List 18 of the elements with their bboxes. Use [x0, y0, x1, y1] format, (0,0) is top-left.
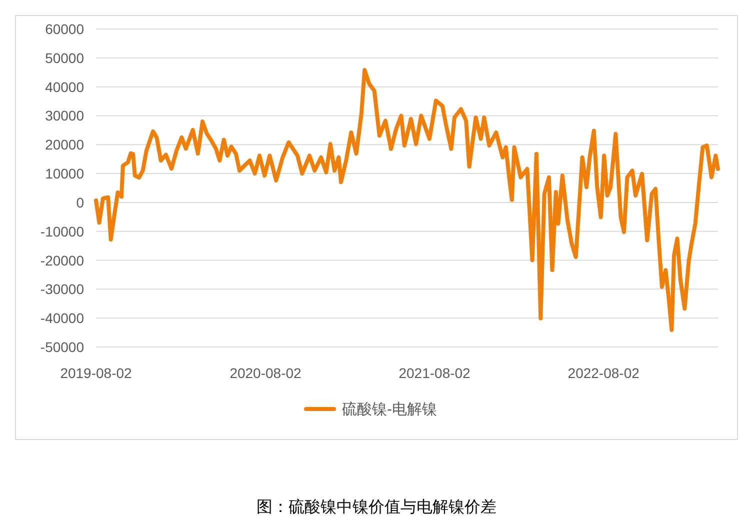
y-tick-label: 10000	[45, 166, 84, 182]
y-tick-label: 20000	[45, 136, 84, 153]
y-tick-label: 40000	[45, 78, 84, 95]
y-tick-label: 60000	[45, 21, 84, 37]
legend-label: 硫酸镍-电解镍	[342, 401, 437, 418]
x-tick-label: 2022-08-02	[568, 365, 640, 381]
y-tick-label: -40000	[40, 310, 84, 326]
y-tick-label: -30000	[40, 281, 84, 298]
y-tick-label: -10000	[40, 223, 84, 240]
y-tick-label: -50000	[40, 339, 84, 355]
y-tick-label: -20000	[40, 252, 84, 268]
y-tick-label: 30000	[45, 108, 84, 124]
x-tick-label: 2021-08-02	[398, 365, 471, 381]
text: 图：硫酸镍中镍价值与电解镍价差	[256, 498, 496, 516]
x-tick-label: 2019-08-02	[60, 365, 132, 381]
x-tick-label: 2020-08-02	[230, 365, 302, 381]
y-tick-label: 50000	[45, 50, 84, 66]
y-tick-label: 0	[76, 194, 84, 210]
